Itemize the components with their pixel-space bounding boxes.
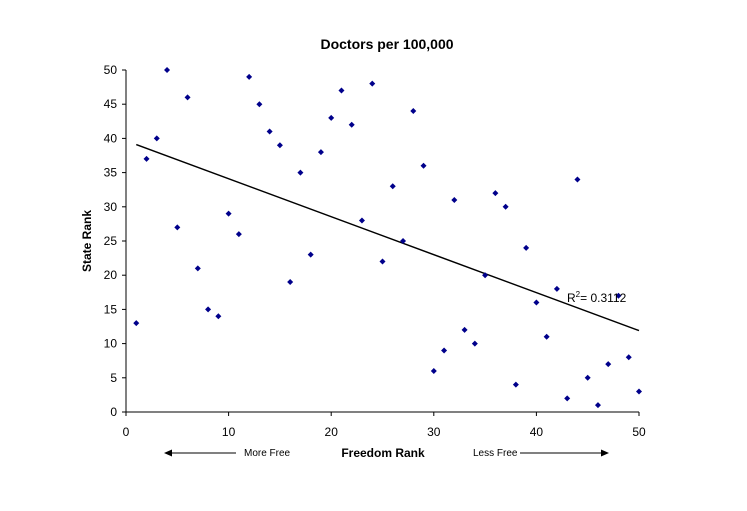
right-arrowhead-icon — [601, 449, 609, 457]
y-tick-label: 10 — [104, 337, 118, 351]
data-point — [338, 87, 345, 94]
data-point — [482, 272, 489, 279]
more-free-annotation: More Free — [164, 448, 291, 459]
x-ticks: 0 10 20 30 40 50 — [123, 412, 646, 439]
y-tick-label: 45 — [104, 97, 118, 111]
data-point — [420, 162, 427, 169]
data-point — [553, 285, 560, 292]
data-point — [594, 402, 601, 409]
r-squared-value: = 0.3112 — [580, 291, 626, 305]
data-point — [605, 361, 612, 368]
data-point — [153, 135, 160, 142]
data-point — [369, 80, 376, 87]
data-point — [205, 306, 212, 313]
data-point — [512, 381, 519, 388]
data-point — [625, 354, 632, 361]
data-point — [379, 258, 386, 265]
data-point — [235, 231, 242, 238]
y-tick-label: 40 — [104, 131, 118, 145]
y-tick-label: 35 — [104, 166, 118, 180]
data-point — [256, 101, 263, 108]
data-point — [297, 169, 304, 176]
data-point — [574, 176, 581, 183]
x-tick-label: 20 — [325, 425, 339, 439]
trendline — [135, 143, 640, 332]
data-point — [502, 203, 509, 210]
y-tick-label: 50 — [104, 63, 118, 77]
x-tick-label: 30 — [427, 425, 441, 439]
data-point — [194, 265, 201, 272]
y-tick-label: 5 — [110, 371, 117, 385]
data-point — [451, 196, 458, 203]
x-tick-label: 0 — [123, 425, 130, 439]
data-point — [471, 340, 478, 347]
y-axis-label: State Rank — [80, 210, 94, 272]
data-point — [564, 395, 571, 402]
data-point — [410, 108, 417, 115]
data-point — [348, 121, 355, 128]
y-tick-label: 0 — [110, 405, 117, 419]
data-point — [276, 142, 283, 149]
data-point — [317, 149, 324, 156]
data-point — [133, 320, 140, 327]
r-squared-label: R2= 0.3112 — [567, 290, 627, 305]
data-point — [533, 299, 540, 306]
data-point — [461, 326, 468, 333]
less-free-annotation: Less Free — [473, 448, 609, 459]
data-point — [246, 73, 253, 80]
x-tick-label: 40 — [530, 425, 544, 439]
chart-title: Doctors per 100,000 — [320, 36, 453, 52]
data-point — [225, 210, 232, 217]
y-tick-label: 20 — [104, 268, 118, 282]
data-point — [636, 388, 642, 395]
data-point — [184, 94, 191, 101]
data-point — [307, 251, 314, 258]
data-point — [523, 244, 530, 251]
y-tick-label: 30 — [104, 200, 118, 214]
x-tick-label: 10 — [222, 425, 236, 439]
more-free-label: More Free — [244, 448, 291, 459]
data-point — [266, 128, 273, 135]
data-point — [358, 217, 365, 224]
less-free-label: Less Free — [473, 448, 518, 459]
data-points — [133, 67, 642, 409]
data-point — [615, 292, 622, 299]
x-tick-label: 50 — [632, 425, 646, 439]
y-ticks: 0 5 10 15 20 25 30 35 40 45 50 — [104, 63, 126, 419]
data-point — [287, 279, 294, 286]
data-point — [430, 367, 437, 374]
x-axis-label: Freedom Rank — [341, 446, 425, 460]
data-point — [441, 347, 448, 354]
data-point — [492, 190, 499, 197]
y-tick-label: 25 — [104, 234, 118, 248]
data-point — [328, 114, 335, 121]
data-point — [584, 374, 591, 381]
data-point — [174, 224, 181, 231]
y-tick-label: 15 — [104, 302, 118, 316]
left-arrowhead-icon — [164, 449, 172, 457]
data-point — [543, 333, 550, 340]
data-point — [389, 183, 396, 190]
data-point — [400, 238, 407, 244]
data-point — [164, 67, 171, 73]
data-point — [215, 313, 222, 320]
data-point — [143, 155, 150, 162]
